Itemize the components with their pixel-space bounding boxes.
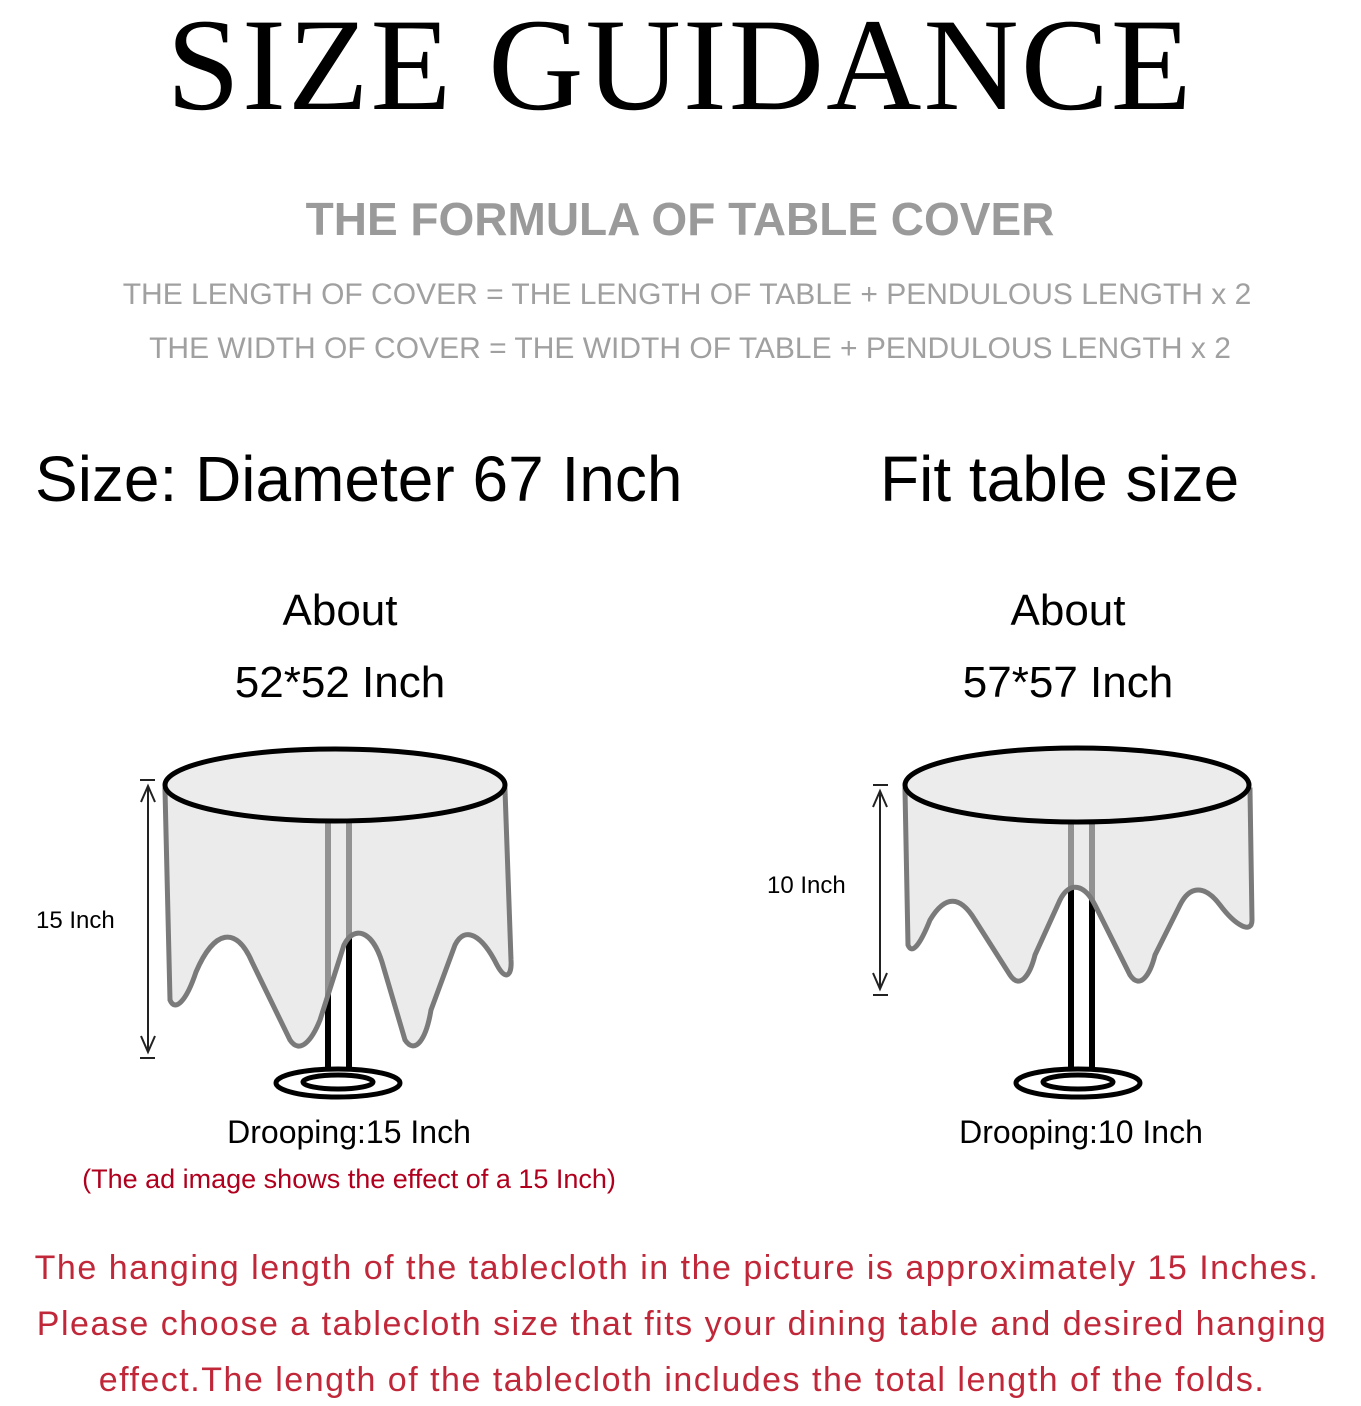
right-drooping: Drooping:10 Inch [959,1114,1203,1150]
right-about: About [1010,586,1126,635]
size-heading: Size: Diameter 67 Inch [35,443,683,515]
left-drooping: Drooping:15 Inch [227,1114,471,1150]
right-tablecloth [902,787,1255,984]
ad-note: (The ad image shows the effect of a 15 I… [82,1164,616,1194]
formula-width: THE WIDTH OF COVER = THE WIDTH OF TABLE … [149,332,1231,365]
footer-line-3: effect.The length of the tablecloth incl… [98,1361,1266,1399]
left-tablecloth [162,787,514,1049]
left-drop-label: 15 Inch [36,907,115,934]
footer-line-1: The hanging length of the tablecloth in … [34,1249,1320,1287]
left-table-diagram [140,746,514,1100]
footer-line-2: Please choose a tablecloth size that fit… [36,1305,1328,1343]
right-table-diagram [872,745,1255,1100]
left-table-top [162,746,508,824]
left-about: About [282,586,398,635]
right-table-size: 57*57 Inch [962,658,1174,707]
fit-heading: Fit table size [880,443,1240,515]
left-dimension-arrow [140,779,156,1059]
formula-length: THE LENGTH OF COVER = THE LENGTH OF TABL… [122,278,1252,311]
left-table-size: 52*52 Inch [234,658,446,707]
right-dimension-arrow [872,784,888,996]
right-drop-label: 10 Inch [767,872,846,899]
formula-heading: THE FORMULA OF TABLE COVER [305,193,1055,245]
right-table-top [902,745,1252,825]
page-title: SIZE GUIDANCE [166,0,1194,138]
